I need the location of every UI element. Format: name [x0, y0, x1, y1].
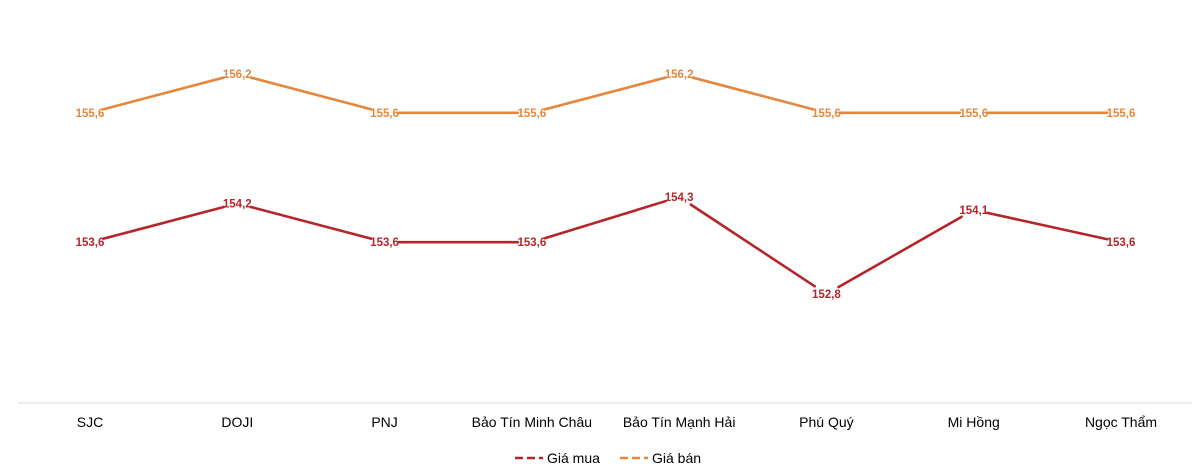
data-label-buy: 154,2: [223, 198, 252, 210]
x-tick-label: PNJ: [371, 414, 397, 430]
legend: Giá mua Giá bán: [515, 450, 701, 466]
x-axis-ticks: SJC DOJI PNJ Bảo Tín Minh Châu Bảo Tín Mạnh …: [77, 414, 1157, 430]
series-buy-segment: [986, 211, 1109, 241]
series-buy-segment: [102, 205, 226, 240]
x-tick-label: SJC: [77, 414, 103, 430]
data-label-sell: 155,6: [1107, 108, 1136, 120]
data-label-sell: 155,6: [959, 108, 988, 120]
data-label-buy: 153,6: [370, 237, 399, 249]
series-buy-segment: [837, 215, 963, 289]
data-label-sell: 155,6: [517, 108, 546, 120]
series-sell-segment: [691, 76, 815, 111]
series-sell: 155,6 156,2 155,6 155,6 156,2 155,6 155,6 155,6: [76, 69, 1136, 120]
data-label-buy: 152,8: [812, 289, 841, 301]
x-tick-label: Bảo Tín Minh Châu: [472, 414, 592, 430]
data-label-buy: 153,6: [1107, 237, 1136, 249]
x-tick-label: DOJI: [221, 414, 253, 430]
data-label-sell: 156,2: [223, 69, 252, 81]
series-sell-segment: [249, 76, 373, 111]
legend-label-buy: Giá mua: [547, 450, 600, 466]
data-label-buy: 153,6: [76, 237, 105, 249]
data-label-sell: 155,6: [812, 108, 841, 120]
legend-item-sell: Giá bán: [620, 450, 701, 466]
data-label-sell: 155,6: [76, 108, 105, 120]
x-tick-label: Ngọc Thẩm: [1085, 414, 1157, 430]
x-tick-label: Mi Hồng: [948, 414, 1000, 430]
data-label-sell: 156,2: [665, 69, 694, 81]
data-label-buy: 154,1: [959, 205, 988, 217]
series-sell-segment: [102, 76, 226, 111]
series-sell-segment: [544, 76, 667, 111]
series-buy-segment: [249, 205, 373, 240]
series-buy-segment: [543, 199, 668, 240]
legend-label-sell: Giá bán: [652, 450, 701, 466]
x-tick-label: Bảo Tín Mạnh Hải: [623, 414, 736, 430]
series-buy-segment: [689, 203, 817, 288]
data-label-sell: 155,6: [370, 108, 399, 120]
legend-item-buy: Giá mua: [515, 450, 600, 466]
data-label-buy: 153,6: [517, 237, 546, 249]
x-tick-label: Phú Quý: [799, 414, 853, 430]
series-buy: 153,6 154,2 153,6 153,6 154,3 152,8 154,1 153,6: [76, 192, 1136, 301]
data-label-buy: 154,3: [665, 192, 694, 204]
